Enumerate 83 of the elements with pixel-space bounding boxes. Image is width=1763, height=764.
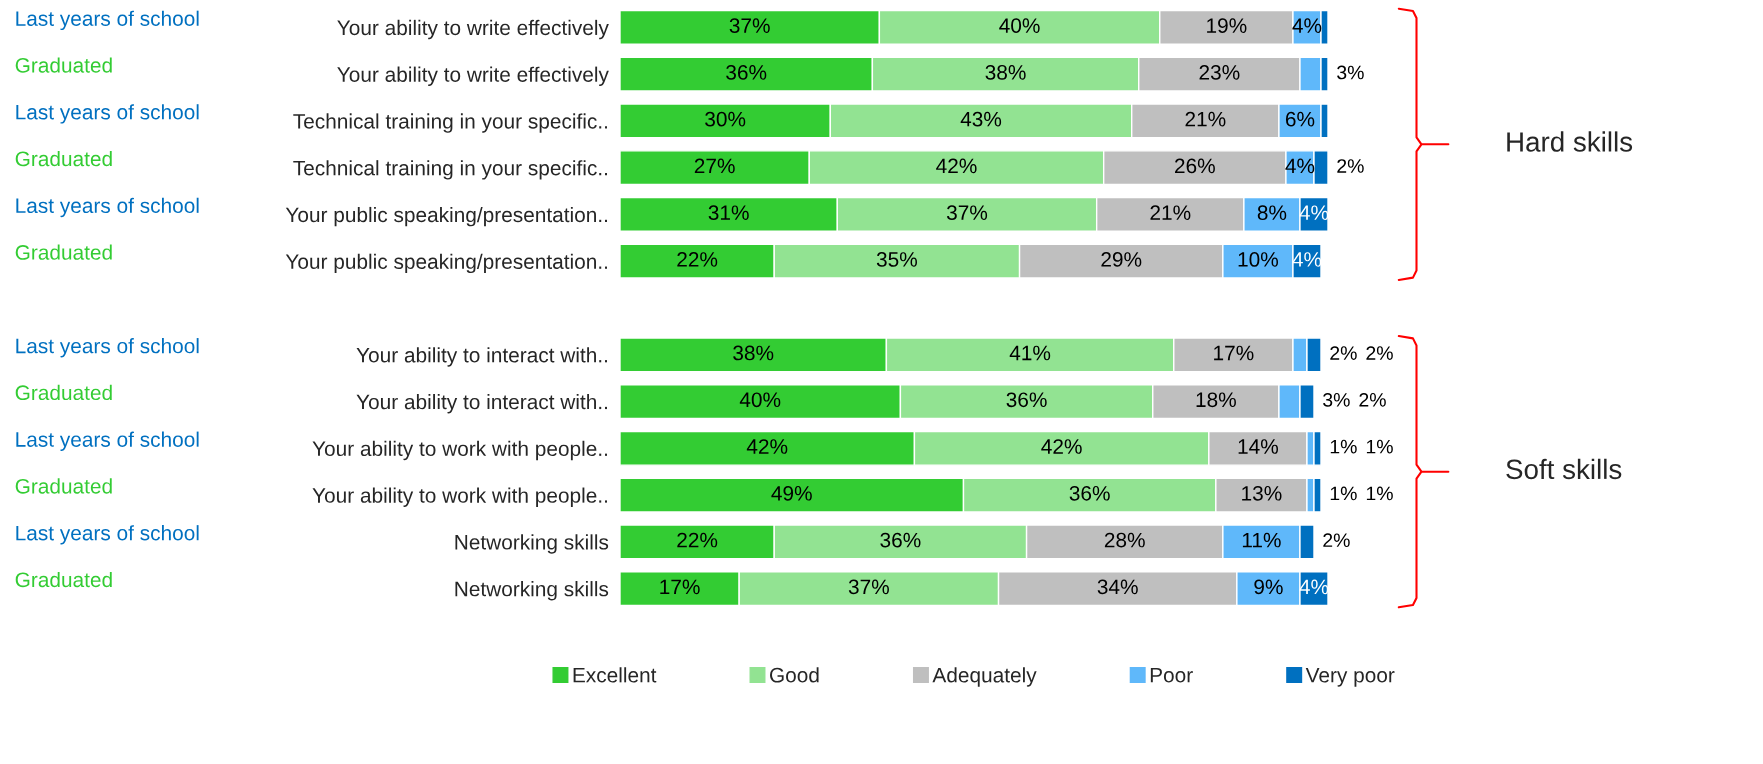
data-label: 1%: [1366, 486, 1393, 501]
data-label: 9%: [1254, 579, 1283, 595]
text: Graduated: [15, 244, 112, 260]
data-label: 36%: [1006, 392, 1047, 408]
y-tick-label: Technical training in your specific..: [293, 113, 608, 133]
data-label: 31%: [708, 205, 749, 221]
data-label: 14%: [1238, 439, 1279, 454]
data-label: 1%: [1330, 439, 1357, 454]
data-label: 1%: [1366, 439, 1393, 454]
data-label: 17%: [660, 579, 700, 595]
y-tick-label: Your ability to write effectively: [337, 66, 609, 87]
data-label: 42%: [1041, 439, 1082, 454]
y-tick-label: Your ability to write effectively: [337, 19, 609, 40]
text: Graduated: [15, 150, 112, 167]
data-label: 2%: [1323, 533, 1350, 547]
data-label: 42%: [746, 439, 788, 454]
y-tick-label: Your ability to work with people..: [312, 440, 607, 461]
legend-label: Excellent: [573, 667, 657, 683]
data-label: 26%: [1175, 158, 1215, 174]
text: Last years of school: [16, 197, 199, 218]
data-label: 35%: [876, 252, 917, 267]
data-label: 30%: [705, 111, 746, 127]
data-label: 2%: [1366, 346, 1393, 360]
text: Last years of school: [16, 431, 199, 451]
data-label: 41%: [1009, 345, 1051, 361]
y-tick-label: Networking skills: [455, 534, 609, 554]
data-label: 8%: [1257, 205, 1287, 221]
y-tick-label: Your public speaking/presentation..: [285, 253, 608, 274]
data-label: 2%: [1359, 392, 1386, 407]
data-label: 21%: [1150, 205, 1191, 220]
data-label: 40%: [999, 18, 1040, 33]
data-label: 37%: [946, 205, 988, 221]
data-label: 10%: [1238, 252, 1279, 267]
y-tick-label: Your public speaking/presentation..: [285, 206, 608, 227]
data-label: 1%: [1330, 486, 1357, 501]
data-label: 23%: [1199, 64, 1240, 80]
y-tick-label: Your ability to work with people..: [312, 487, 607, 507]
data-label: 38%: [733, 345, 774, 361]
data-label: 13%: [1242, 485, 1282, 501]
text: Graduated: [15, 57, 112, 73]
data-label: 36%: [880, 532, 921, 548]
legend-label: Very poor: [1305, 667, 1395, 687]
data-label: 22%: [677, 532, 718, 548]
data-label: 36%: [1069, 485, 1110, 501]
data-label: 37%: [848, 579, 889, 595]
data-label: 29%: [1101, 252, 1142, 267]
text: Soft skills: [1506, 458, 1622, 480]
text: Last years of school: [16, 338, 199, 358]
data-label: 49%: [771, 485, 812, 501]
y-tick-label: Technical training in your specific..: [293, 160, 608, 180]
text: Graduated: [15, 384, 112, 401]
data-label: 36%: [726, 64, 767, 80]
data-label: 6%: [1285, 111, 1315, 127]
data-label: 42%: [936, 158, 977, 174]
data-label: 40%: [739, 392, 781, 408]
legend-label: Adequately: [932, 667, 1037, 687]
data-label: 34%: [1097, 579, 1138, 595]
legend-label: Good: [770, 667, 819, 683]
data-label: 19%: [1207, 18, 1247, 33]
data-label: 3%: [1337, 65, 1364, 80]
data-label: 37%: [729, 18, 770, 33]
data-label: 18%: [1196, 392, 1236, 408]
y-tick-label: Your ability to interact with..: [356, 347, 607, 367]
data-label: 2%: [1330, 346, 1357, 360]
data-label: 43%: [960, 111, 1002, 127]
text: Hard skills: [1507, 131, 1633, 152]
data-label: 22%: [677, 252, 718, 267]
text: Last years of school: [16, 104, 199, 124]
data-label: 27%: [694, 158, 735, 174]
y-tick-label: Your ability to interact with..: [356, 393, 607, 414]
data-label: 17%: [1214, 345, 1254, 361]
text: Graduated: [15, 478, 112, 494]
text: Graduated: [15, 571, 112, 588]
data-label: 11%: [1242, 532, 1281, 548]
data-label: 3%: [1323, 392, 1350, 407]
data-label: 21%: [1185, 111, 1226, 127]
legend-label: Poor: [1150, 667, 1193, 683]
text: Last years of school: [16, 10, 199, 31]
text: Last years of school: [16, 525, 199, 545]
data-label: 28%: [1104, 532, 1145, 548]
data-label: 2%: [1337, 159, 1364, 173]
data-label: 38%: [985, 64, 1026, 80]
y-tick-label: Networking skills: [455, 581, 609, 601]
